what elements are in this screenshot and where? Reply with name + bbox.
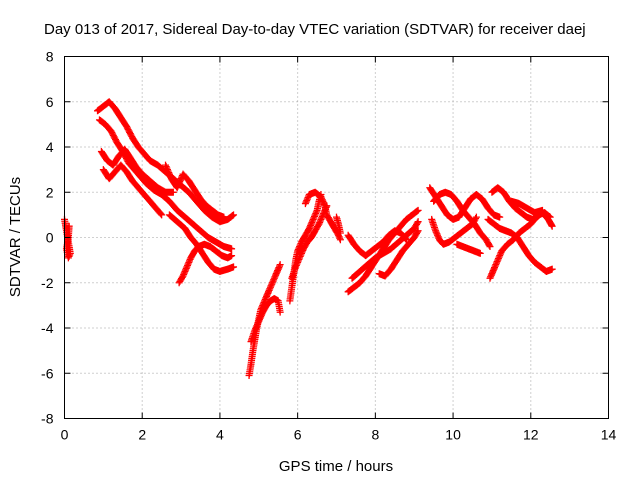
data-point — [276, 308, 284, 316]
data-point — [228, 252, 236, 260]
data-point — [157, 210, 165, 218]
x-tick-label: 14 — [601, 427, 617, 443]
y-tick-label: 2 — [46, 184, 54, 200]
data-point — [472, 213, 480, 221]
series-arc-3d — [333, 213, 344, 237]
series-arc-6d — [507, 197, 546, 217]
series-arc-1b — [95, 116, 236, 253]
data-point — [220, 213, 228, 221]
data-point — [336, 236, 344, 244]
data-point — [413, 228, 421, 236]
series-arc-0a — [61, 215, 74, 262]
data-point — [538, 206, 546, 214]
series-arc-5d — [453, 240, 484, 257]
data-point — [496, 213, 504, 221]
data-point — [414, 218, 422, 226]
data-point — [230, 263, 238, 271]
data-point — [486, 243, 494, 251]
y-tick-label: -6 — [41, 365, 54, 381]
chart-title: Day 013 of 2017, Sidereal Day-to-day VTE… — [44, 21, 586, 38]
data-point — [414, 227, 422, 235]
y-tick-label: 6 — [46, 94, 54, 110]
x-tick-label: 12 — [523, 427, 539, 443]
series-arc-2a — [245, 261, 284, 380]
series-arc-1d — [99, 161, 166, 219]
series-arc-2b — [247, 295, 284, 346]
data-points — [61, 98, 556, 380]
y-axis-label: SDTVAR / TECUs — [7, 177, 24, 297]
series-arc-1f — [165, 211, 238, 275]
data-point — [414, 206, 422, 214]
series-arc-3c — [301, 188, 344, 244]
data-point — [228, 245, 236, 253]
series-arc-1e — [162, 161, 228, 221]
series-arc-1g — [175, 240, 236, 287]
data-point — [65, 222, 73, 230]
grid — [64, 56, 609, 419]
series-arc-6c — [486, 209, 556, 282]
y-tick-label: -4 — [41, 320, 54, 336]
x-tick-label: 0 — [61, 427, 69, 443]
data-point — [276, 261, 284, 269]
x-tick-label: 10 — [445, 427, 461, 443]
data-point — [413, 219, 421, 227]
x-tick-label: 2 — [138, 427, 146, 443]
x-tick-label: 6 — [294, 427, 302, 443]
data-point — [336, 229, 344, 237]
data-point — [230, 211, 238, 219]
y-tick-label: -2 — [41, 275, 54, 291]
series-arc-5c — [430, 188, 494, 251]
x-axis-label: GPS time / hours — [279, 458, 393, 475]
data-point — [476, 249, 484, 257]
y-tick-label: -8 — [41, 411, 54, 427]
y-tick-label: 4 — [46, 139, 54, 155]
series-arc-4b — [344, 227, 410, 260]
data-point — [548, 222, 556, 230]
x-tick-label: 4 — [216, 427, 224, 443]
axis-ticks: 0 2 4 6 8 10 12 14 -8 -6 -4 -2 0 2 4 6 8 — [41, 49, 616, 443]
series-arc-1c — [97, 145, 177, 196]
series-arc-5a — [426, 184, 504, 223]
x-tick-label: 8 — [371, 427, 379, 443]
series-arc-4c — [348, 218, 422, 282]
y-tick-label: 8 — [46, 49, 54, 65]
data-point — [158, 211, 166, 219]
y-tick-label: 0 — [46, 230, 54, 246]
data-point — [485, 241, 493, 249]
data-point — [169, 188, 177, 196]
series-arc-4d — [375, 227, 422, 280]
data-point — [548, 265, 556, 273]
series-arc-6b — [484, 215, 556, 275]
